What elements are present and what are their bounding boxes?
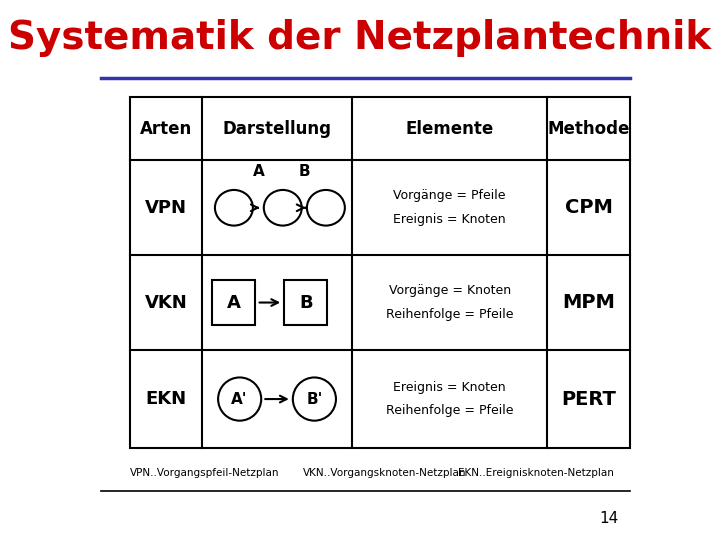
Text: EKN..Ereignisknoten-Netzplan: EKN..Ereignisknoten-Netzplan <box>458 468 613 477</box>
Text: Vorgänge = Pfeile: Vorgänge = Pfeile <box>393 190 506 202</box>
Text: CPM: CPM <box>564 198 613 217</box>
Text: Methode: Methode <box>547 120 630 138</box>
Text: B: B <box>299 294 312 312</box>
Text: Reihenfolge = Pfeile: Reihenfolge = Pfeile <box>386 404 513 417</box>
Bar <box>284 280 328 326</box>
Bar <box>212 280 256 326</box>
Text: VKN: VKN <box>145 294 187 312</box>
Text: VKN..Vorgangsknoten-Netzplan: VKN..Vorgangsknoten-Netzplan <box>302 468 466 477</box>
Text: B': B' <box>306 392 323 407</box>
Text: Ereignis = Knoten: Ereignis = Knoten <box>393 213 506 226</box>
Text: VPN..Vorgangspfeil-Netzplan: VPN..Vorgangspfeil-Netzplan <box>130 468 279 477</box>
Text: B: B <box>299 164 310 179</box>
Text: MPM: MPM <box>562 293 615 312</box>
Text: VPN: VPN <box>145 199 187 217</box>
Text: Reihenfolge = Pfeile: Reihenfolge = Pfeile <box>386 308 513 321</box>
Text: A: A <box>253 164 264 179</box>
Text: EKN: EKN <box>145 390 186 408</box>
Text: Arten: Arten <box>140 120 192 138</box>
Text: PERT: PERT <box>561 389 616 409</box>
Text: 14: 14 <box>600 511 618 526</box>
Text: A': A' <box>231 392 248 407</box>
Text: Darstellung: Darstellung <box>222 120 332 138</box>
Text: Ereignis = Knoten: Ereignis = Knoten <box>393 381 506 394</box>
Text: Elemente: Elemente <box>405 120 494 138</box>
Text: A: A <box>227 294 241 312</box>
Text: Vorgänge = Knoten: Vorgänge = Knoten <box>389 284 510 297</box>
Bar <box>130 97 630 448</box>
Text: Systematik der Netzplantechnik: Systematik der Netzplantechnik <box>9 19 711 57</box>
